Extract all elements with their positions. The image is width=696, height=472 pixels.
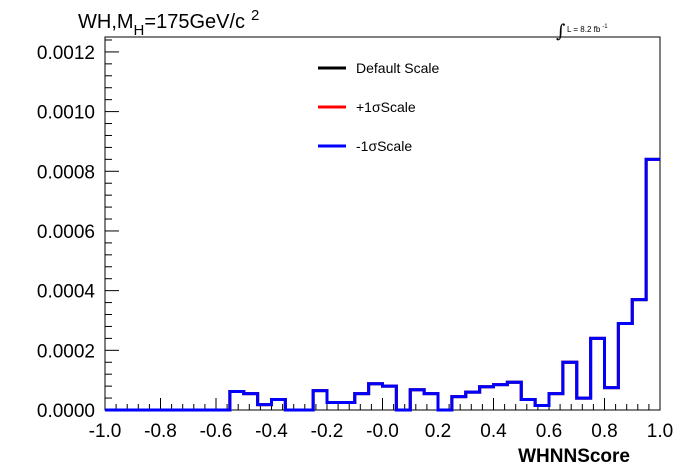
x-tick-label: -0.4 bbox=[255, 421, 288, 442]
y-tick-label: 0.0000 bbox=[37, 401, 95, 422]
x-tick-label: -0.6 bbox=[200, 421, 233, 442]
x-tick-label: 1.0 bbox=[647, 421, 673, 442]
y-axis: 0.0000 0.0002 0.0004 0.0006 0.0008 0.0010 0.00… bbox=[37, 39, 119, 422]
legend-entry: +1σScale bbox=[318, 99, 416, 115]
x-tick-label: -0.2 bbox=[311, 421, 344, 442]
chart-title: WH,MH=175GeV/c 2 bbox=[78, 7, 259, 39]
x-tick-label: -0.8 bbox=[144, 421, 177, 442]
title-subscript: H bbox=[134, 22, 145, 39]
title-superscript: 2 bbox=[251, 7, 259, 24]
x-axis-label: WHNNScore bbox=[518, 446, 630, 467]
y-tick-label: 0.0010 bbox=[37, 103, 95, 124]
legend-entry: -1σScale bbox=[318, 138, 412, 154]
y-tick-label: 0.0002 bbox=[37, 341, 95, 362]
integral-sign: ∫ bbox=[556, 21, 566, 42]
y-tick-label: 0.0008 bbox=[37, 162, 95, 183]
plot-frame bbox=[104, 36, 661, 411]
x-tick-label: 0.4 bbox=[480, 421, 507, 442]
lumi-text: L = 8.2 fb -1 bbox=[567, 24, 608, 34]
title-rest: =175GeV/c bbox=[144, 11, 245, 33]
title-main: WH,M bbox=[78, 11, 134, 33]
legend-label: Default Scale bbox=[356, 60, 439, 76]
legend: Default Scale +1σScale -1σScale bbox=[318, 60, 439, 154]
x-tick-label: 0.6 bbox=[536, 421, 562, 442]
y-tick-label: 0.0006 bbox=[37, 222, 95, 243]
luminosity-label: ∫ L = 8.2 fb -1 bbox=[556, 21, 608, 42]
y-tick-label: 0.0012 bbox=[37, 43, 95, 64]
x-tick-label: -0.0 bbox=[366, 421, 399, 442]
x-tick-label: -1.0 bbox=[89, 421, 122, 442]
x-tick-label: 0.2 bbox=[425, 421, 451, 442]
y-tick-label: 0.0004 bbox=[37, 282, 96, 303]
x-axis: -1.0 -0.8 -0.6 -0.4 -0.2 -0.0 0.2 0.4 0.6 0.8 1.0 bbox=[89, 398, 673, 442]
series-layer bbox=[105, 157, 660, 412]
legend-label: +1σScale bbox=[356, 99, 416, 115]
series-2 bbox=[105, 157, 660, 412]
legend-label: -1σScale bbox=[356, 138, 412, 154]
x-tick-label: 0.8 bbox=[591, 421, 617, 442]
legend-entry: Default Scale bbox=[318, 60, 439, 76]
histogram-line bbox=[105, 157, 660, 412]
